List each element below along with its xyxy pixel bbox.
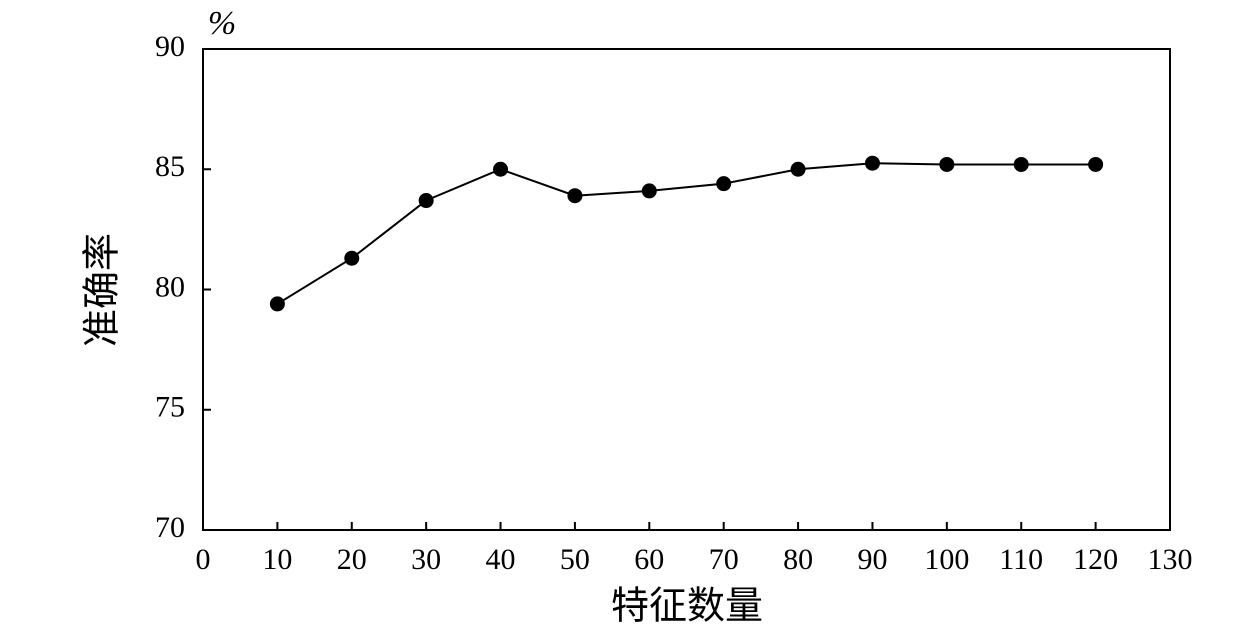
x-tick-label: 100: [924, 543, 969, 576]
line: [276, 162, 1096, 305]
x-tick-label: 70: [709, 543, 739, 576]
x-tick-label: 60: [634, 543, 664, 576]
y-unit: %: [208, 5, 236, 42]
marker: [641, 183, 657, 199]
marker: [269, 296, 285, 312]
marker: [493, 161, 509, 177]
x-axis-title: 特征数量: [611, 584, 763, 628]
y-tick-label: 80: [155, 270, 185, 303]
marker: [1088, 156, 1104, 172]
x-tick-label: 110: [999, 543, 1043, 576]
x-tick-label: 10: [262, 543, 292, 576]
plot-frame: [202, 48, 1171, 531]
marker: [790, 161, 806, 177]
x-tick-label: 130: [1148, 543, 1193, 576]
y-tick-label: 90: [155, 30, 185, 63]
x-tick-label: 30: [411, 543, 441, 576]
x-tick-label: 40: [486, 543, 516, 576]
marker: [1013, 156, 1029, 172]
y-tick-label: 85: [155, 150, 185, 183]
y-tick-label: 75: [155, 391, 185, 424]
y-axis-title: 准确率: [80, 233, 124, 347]
x-tick-label: 0: [196, 543, 211, 576]
marker: [864, 155, 880, 171]
marker: [344, 250, 360, 266]
marker: [567, 188, 583, 204]
x-tick-label: 20: [337, 543, 367, 576]
y-tick-label: 70: [155, 511, 185, 544]
marker: [939, 156, 955, 172]
x-tick-label: 80: [783, 543, 813, 576]
x-tick-label: 120: [1073, 543, 1118, 576]
marker: [418, 193, 434, 209]
marker: [716, 176, 732, 192]
x-tick-label: 90: [857, 543, 887, 576]
x-tick-label: 50: [560, 543, 590, 576]
